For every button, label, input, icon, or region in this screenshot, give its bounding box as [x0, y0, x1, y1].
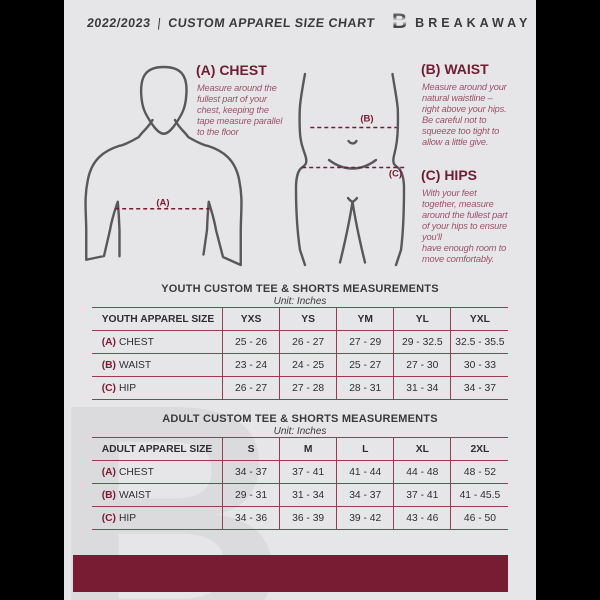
svg-text:(B): (B) [360, 114, 373, 125]
svg-text:(A): (A) [156, 198, 169, 209]
svg-text:(C): (C) [389, 169, 402, 180]
